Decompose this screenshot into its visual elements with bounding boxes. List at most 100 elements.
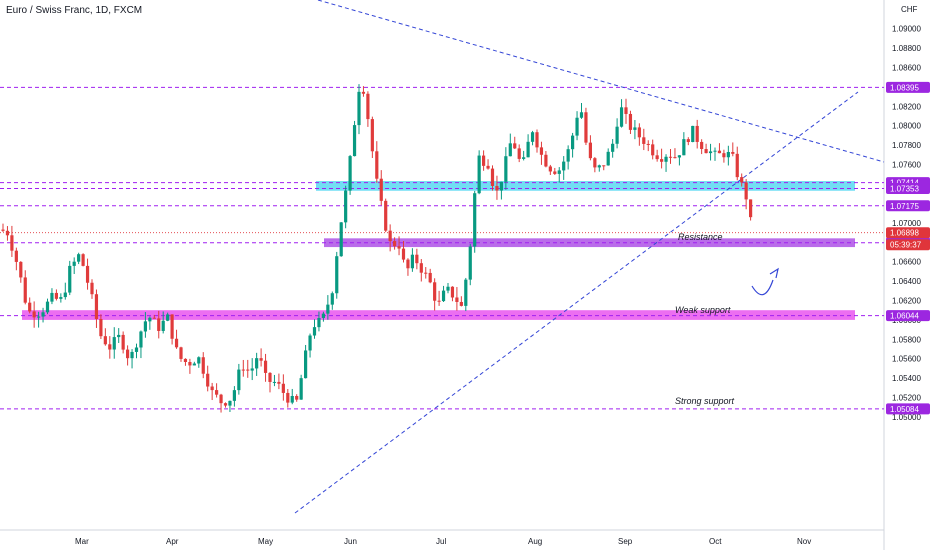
candle (651, 139, 655, 160)
candle-body (344, 190, 348, 223)
candle (677, 155, 681, 166)
candle (606, 148, 610, 166)
candle-body (424, 272, 428, 274)
candle (321, 311, 325, 322)
candle-body (63, 292, 67, 298)
candle-body (290, 395, 294, 403)
candle-body (731, 151, 735, 154)
candle-body (201, 357, 205, 374)
candle (246, 359, 250, 378)
candle-body (241, 369, 245, 371)
candle-body (548, 166, 552, 172)
candle-body (45, 301, 50, 313)
candle (121, 331, 125, 354)
descending-trendline[interactable] (317, 0, 885, 163)
candle-body (513, 143, 517, 149)
zone-resistance[interactable] (316, 181, 855, 191)
candle (384, 198, 388, 233)
candle-body (192, 363, 196, 366)
candle (655, 149, 659, 162)
ascending-trendline[interactable] (294, 91, 859, 514)
candle (602, 165, 606, 171)
candle (495, 175, 499, 200)
candle-body (170, 314, 174, 339)
candle (77, 252, 81, 265)
candle (54, 289, 58, 301)
x-tick-label: Nov (797, 537, 811, 546)
candle-body (99, 319, 103, 337)
level-tag-1.06044[interactable]: 1.06044 (886, 310, 930, 322)
candle (557, 167, 561, 183)
candle (486, 159, 490, 170)
strong-support-label: Strong support (675, 396, 735, 406)
candle-body (94, 294, 99, 320)
time-axis[interactable] (0, 530, 932, 550)
candle (272, 374, 277, 387)
candle-body (272, 381, 277, 383)
candle (571, 132, 575, 158)
candle-body (161, 320, 165, 331)
candle (691, 125, 695, 143)
candle (326, 295, 330, 320)
candle-body (597, 165, 601, 168)
candle-body (68, 265, 72, 293)
candle (446, 283, 450, 294)
candle (646, 140, 650, 152)
candle-body (544, 154, 548, 167)
candle (157, 310, 161, 339)
candle-body (473, 193, 477, 247)
candle (379, 170, 383, 206)
y-tick-label: 1.06400 (892, 277, 921, 286)
candle (10, 225, 14, 257)
candle (637, 123, 641, 146)
candle-body (250, 368, 254, 371)
level-tag-1.07353[interactable]: 1.07353 (886, 183, 930, 195)
y-tick-label: 1.08800 (892, 44, 921, 53)
candle (366, 91, 370, 127)
y-tick-label: 1.08600 (892, 63, 921, 72)
level-tag-1.07175[interactable]: 1.07175 (886, 200, 930, 212)
candle-body (237, 369, 241, 391)
candle-body (166, 314, 170, 321)
candle (575, 111, 579, 141)
candle-body (530, 132, 535, 142)
candle (304, 344, 308, 379)
candle-body (624, 107, 628, 114)
candle (504, 147, 508, 190)
y-tick-label: 1.07000 (892, 219, 921, 228)
candle (255, 352, 259, 376)
candle (642, 128, 646, 151)
candle-body (557, 170, 561, 174)
candle-body (588, 142, 592, 159)
candle-body (81, 254, 85, 266)
candle (508, 133, 512, 157)
candle-body (183, 358, 188, 362)
level-tag-1.08395[interactable]: 1.08395 (886, 81, 930, 93)
candle (81, 253, 85, 267)
candle-body (602, 165, 606, 167)
candle-body (468, 246, 472, 280)
countdown-tag[interactable]: 05:39:37 (886, 239, 930, 251)
candle (295, 394, 299, 402)
candle-body (637, 127, 641, 138)
last-price-tag[interactable]: 1.06898 (886, 227, 930, 239)
candle-body (673, 157, 677, 159)
candle-body (379, 178, 383, 201)
candle (535, 129, 539, 153)
candle-body (606, 151, 610, 166)
candle-body (37, 316, 41, 318)
level-tag-1.07175-text: 1.07175 (890, 202, 919, 211)
candle-body (704, 149, 708, 154)
candle (352, 120, 357, 157)
candle (704, 143, 708, 154)
candle (700, 139, 704, 155)
candle-body (10, 235, 14, 251)
zone-strong-support[interactable] (22, 310, 855, 320)
level-tag-1.05084[interactable]: 1.05084 (886, 403, 930, 415)
candle-body (232, 390, 236, 401)
candle-body (406, 259, 410, 269)
candle (228, 400, 232, 413)
y-tick-label: 1.05600 (892, 355, 921, 364)
